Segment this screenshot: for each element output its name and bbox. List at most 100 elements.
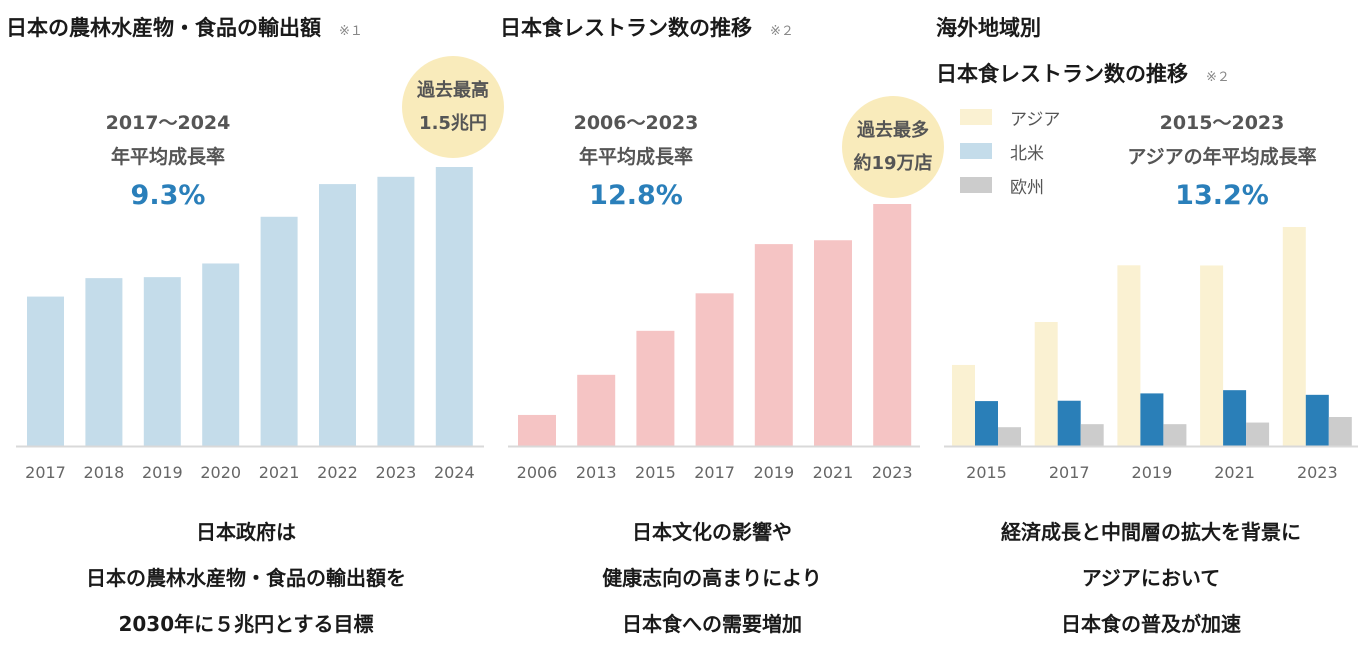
- chart3-bar-欧州-2023: [1328, 417, 1352, 446]
- chart1-bar-2017: [27, 296, 64, 446]
- chart3-stat-period: 2015〜2023: [1159, 112, 1285, 134]
- chart3-title-text: 日本食レストラン数の推移: [936, 62, 1188, 86]
- chart2-bar-2015: [636, 330, 675, 446]
- chart1-x-tick-label: 2022: [317, 463, 358, 482]
- chart2-x-tick-label: 2023: [872, 463, 913, 482]
- chart3-x-tick-label: 2017: [1049, 463, 1090, 482]
- chart1-badge-line1: 過去最高: [417, 80, 489, 101]
- chart3-caption-line2: アジアにおいて: [1081, 566, 1221, 590]
- chart1-caption-line2: 日本の農林水産物・食品の輸出額を: [86, 566, 406, 590]
- legend-label-asia: アジア: [1010, 109, 1061, 130]
- chart1-bar-2019: [143, 277, 181, 446]
- legend-label-north-america: 北米: [1010, 143, 1044, 164]
- chart3-title-line1: 海外地域別: [936, 16, 1041, 40]
- chart1-note: ※１: [339, 24, 363, 39]
- chart1-bar-2020: [202, 263, 240, 446]
- chart2-stat: 2006〜2023 年平均成長率 12.8%: [536, 106, 736, 218]
- chart2-bar-2019: [754, 244, 793, 446]
- chart2-caption: 日本文化の影響や 健康志向の高まりにより 日本食への需要増加: [500, 509, 924, 647]
- chart1-x-tick-label: 2021: [259, 463, 300, 482]
- chart2-bar-2017: [695, 293, 734, 446]
- chart3-caption: 経済成長と中間層の拡大を背景に アジアにおいて 日本食の普及が加速: [930, 509, 1372, 647]
- legend-item-north-america: 北米: [960, 134, 1060, 168]
- chart1-stat: 2017〜2024 年平均成長率 9.3%: [68, 106, 268, 218]
- chart1-x-tick-label: 2024: [434, 463, 475, 482]
- chart3-x-tick-label: 2023: [1297, 463, 1338, 482]
- chart2-badge-line1: 過去最多: [857, 120, 929, 141]
- chart3-bar-北米-2021: [1223, 390, 1247, 446]
- chart1-stat-value: 9.3%: [130, 180, 206, 211]
- legend-swatch-asia: [960, 109, 992, 125]
- chart2-title: 日本食レストラン数の推移 ※２: [500, 12, 794, 42]
- chart3-x-tick-label: 2015: [966, 463, 1007, 482]
- chart1-caption: 日本政府は 日本の農林水産物・食品の輸出額を 2030年に５兆円とする目標: [0, 509, 492, 647]
- chart3-bar-アジア-2023: [1282, 227, 1306, 446]
- chart1-record-badge: 過去最高 1.5兆円: [402, 56, 504, 158]
- chart3-bar-アジア-2021: [1200, 265, 1224, 446]
- legend-swatch-europe: [960, 177, 992, 193]
- chart2-caption-line3: 日本食への需要増加: [622, 612, 802, 636]
- chart2-bar-2021: [814, 240, 852, 446]
- chart3-bar-北米-2017: [1057, 400, 1081, 446]
- chart2-title-text: 日本食レストラン数の推移: [500, 16, 752, 40]
- chart3-caption-line1: 経済成長と中間層の拡大を背景に: [1001, 520, 1301, 544]
- chart1-caption-line3: 2030年に５兆円とする目標: [118, 612, 374, 636]
- chart1-bar-2022: [319, 184, 356, 447]
- chart2-x-tick-label: 2015: [635, 463, 676, 482]
- chart2-stat-period: 2006〜2023: [573, 112, 699, 134]
- chart3-note: ※２: [1206, 70, 1230, 85]
- chart3-bar-欧州-2019: [1163, 424, 1187, 446]
- chart3-stat: 2015〜2023 アジアの年平均成長率 13.2%: [1102, 106, 1342, 218]
- chart2-badge-line2: 約19万店: [853, 153, 933, 174]
- chart3-bar-アジア-2015: [952, 364, 975, 446]
- chart2-bar-2013: [577, 374, 616, 446]
- legend-label-europe: 欧州: [1010, 177, 1044, 198]
- chart1-title: 日本の農林水産物・食品の輸出額 ※１: [6, 12, 363, 42]
- chart3-caption-line3: 日本食の普及が加速: [1061, 612, 1241, 636]
- chart2-stat-value: 12.8%: [589, 180, 683, 211]
- chart1-badge-line2: 1.5兆円: [419, 113, 487, 134]
- chart1-stat-period: 2017〜2024: [105, 112, 231, 134]
- chart3-bar-北米-2019: [1140, 393, 1164, 446]
- chart1-caption-line1: 日本政府は: [196, 520, 296, 544]
- chart2-bar-2023: [873, 204, 912, 446]
- chart2-bar-2006: [518, 414, 556, 446]
- chart3-x-tick-label: 2021: [1214, 463, 1255, 482]
- chart2-caption-line2: 健康志向の高まりにより: [602, 566, 822, 590]
- chart1-x-tick-label: 2018: [84, 463, 125, 482]
- chart3-bar-欧州-2021: [1246, 422, 1270, 446]
- chart2-x-tick-label: 2019: [753, 463, 794, 482]
- chart1-stat-label: 年平均成長率: [110, 146, 225, 168]
- chart2-x-tick-label: 2021: [813, 463, 854, 482]
- chart1-x-tick-label: 2019: [142, 463, 183, 482]
- legend-item-europe: 欧州: [960, 168, 1060, 202]
- chart3-bar-アジア-2017: [1034, 322, 1058, 446]
- chart2-x-tick-label: 2013: [576, 463, 617, 482]
- chart1-bar-2024: [435, 167, 473, 446]
- chart2-note: ※２: [770, 24, 794, 39]
- legend-item-asia: アジア: [960, 100, 1060, 134]
- chart2-x-tick-label: 2017: [694, 463, 735, 482]
- chart2-record-badge: 過去最多 約19万店: [842, 96, 944, 198]
- chart3-bar-アジア-2019: [1117, 265, 1141, 446]
- legend-swatch-north-america: [960, 143, 992, 159]
- chart3-stat-label: アジアの年平均成長率: [1127, 146, 1317, 168]
- chart1-x-tick-label: 2017: [25, 463, 66, 482]
- chart3-x-tick-label: 2019: [1132, 463, 1173, 482]
- chart1-title-text: 日本の農林水産物・食品の輸出額: [6, 16, 321, 40]
- charts-svg: 2017 2018 2019 2020 2021 2022 2023 2024 2006 2013…: [16, 167, 1358, 482]
- chart1-x-tick-label: 2023: [376, 463, 417, 482]
- chart2-x-tick-label: 2006: [517, 463, 558, 482]
- chart1-bar-2021: [260, 216, 298, 446]
- chart1-x-tick-label: 2020: [200, 463, 241, 482]
- chart1-bar-2023: [377, 176, 415, 446]
- chart3-bar-欧州-2017: [1080, 424, 1104, 446]
- chart3-bar-北米-2015: [975, 401, 998, 446]
- chart3-title: 日本食レストラン数の推移 ※２: [936, 58, 1230, 88]
- chart3-bar-欧州-2015: [998, 427, 1021, 446]
- chart2-caption-line1: 日本文化の影響や: [632, 520, 792, 544]
- chart3-stat-value: 13.2%: [1175, 180, 1269, 211]
- chart3-bar-北米-2023: [1305, 394, 1329, 446]
- chart2-stat-label: 年平均成長率: [578, 146, 693, 168]
- chart3-legend: アジア 北米 欧州: [960, 100, 1060, 202]
